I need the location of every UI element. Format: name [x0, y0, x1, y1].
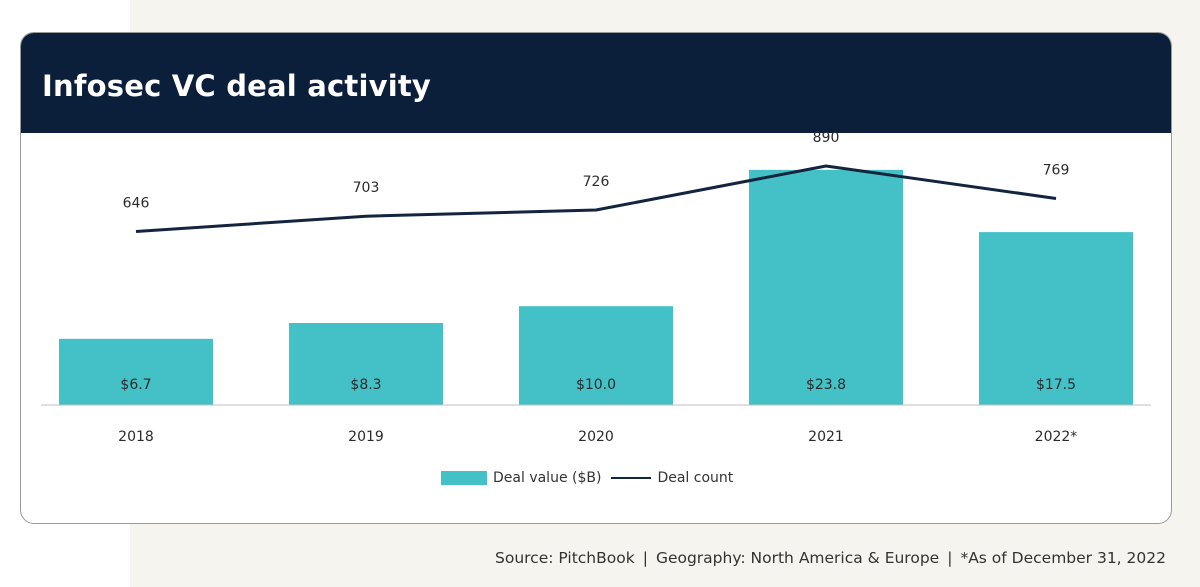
- line-value-label: 769: [1043, 162, 1070, 178]
- bar-value-label: $6.7: [120, 377, 151, 393]
- source-note: Source: PitchBook | Geography: North Ame…: [495, 549, 1166, 567]
- line-value-label: 726: [583, 174, 610, 190]
- chart-card: Infosec VC deal activity $6.7 $8.3 $10.0 $2…: [20, 32, 1172, 524]
- legend-label-deal-count: Deal count: [657, 470, 734, 486]
- line-value-label: 646: [123, 196, 150, 212]
- legend-swatch-bar: [441, 471, 487, 485]
- as-of-note: *As of December 31, 2022: [960, 549, 1166, 567]
- line-value-label: 703: [353, 180, 380, 196]
- source-text: Source: PitchBook: [495, 549, 635, 567]
- bar-2022: [979, 232, 1133, 405]
- chart-title: Infosec VC deal activity: [42, 69, 432, 103]
- separator: |: [947, 549, 953, 567]
- geography-text: Geography: North America & Europe: [655, 549, 940, 567]
- x-tick-label: 2021: [808, 429, 844, 445]
- bar-value-label: $17.5: [1036, 377, 1076, 393]
- x-tick-label: 2022*: [1035, 429, 1078, 445]
- separator: |: [642, 549, 648, 567]
- bar-2018: [59, 338, 213, 405]
- legend-label-deal-value: Deal value ($B): [493, 470, 602, 486]
- chart-plot: $6.7 $8.3 $10.0 $23.8 $17.5 2018 2019 2020 2021…: [41, 130, 1151, 445]
- chart-legend: Deal value ($B) Deal count: [441, 468, 733, 488]
- x-tick-label: 2018: [118, 429, 154, 445]
- bar-value-label: $10.0: [576, 377, 616, 393]
- legend-item-deal-count: Deal count: [611, 470, 733, 486]
- chart-header: Infosec VC deal activity: [21, 33, 1171, 133]
- bar-2020: [519, 306, 673, 405]
- legend-swatch-line: [611, 477, 652, 479]
- bar-value-label: $8.3: [350, 377, 381, 393]
- deal-count-line: [135, 164, 1057, 233]
- bar-value-label: $23.8: [806, 377, 846, 393]
- line-value-label: 890: [813, 130, 840, 146]
- x-tick-label: 2020: [578, 429, 614, 445]
- bar-2021: [749, 169, 903, 405]
- legend-item-deal-value: Deal value ($B): [441, 470, 601, 486]
- bar-2019: [289, 322, 443, 405]
- x-tick-label: 2019: [348, 429, 384, 445]
